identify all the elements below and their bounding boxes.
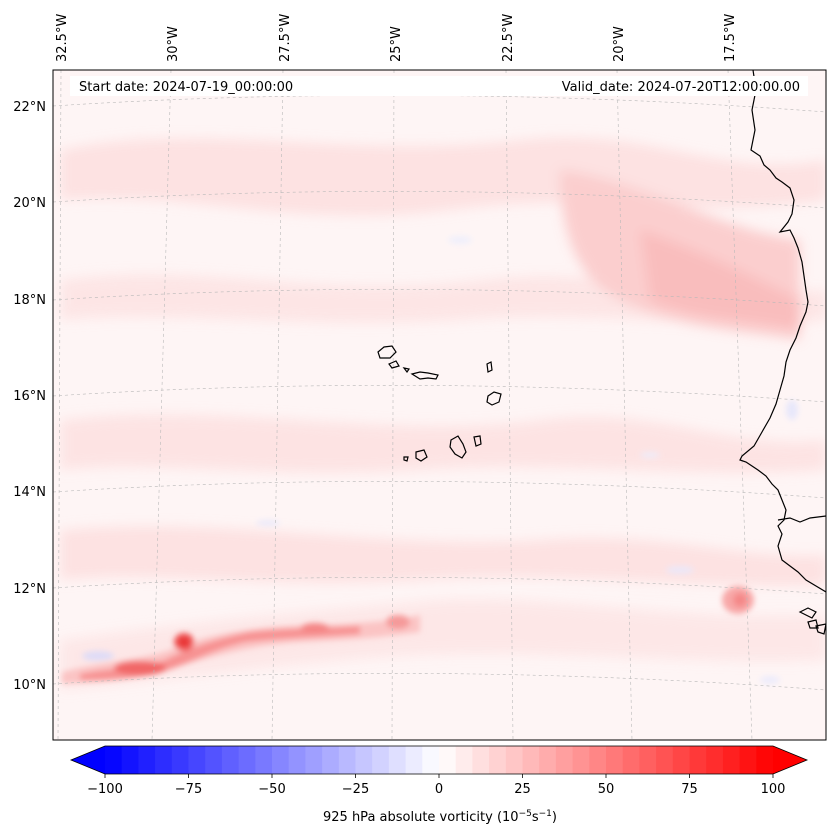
colorbar-segment (639, 746, 657, 774)
colorbar-segment (522, 746, 540, 774)
colorbar-tick-label: −100 (87, 782, 123, 797)
colorbar-segment (539, 746, 557, 774)
colorbar-tick-label: −50 (258, 782, 285, 797)
header-box (70, 76, 808, 96)
latitude-labels: 22°N 20°N 18°N 16°N 14°N 12°N 10°N (13, 100, 46, 693)
african-coastline (739, 70, 826, 593)
lon-label: 30°W (166, 26, 181, 62)
island-sal (486, 361, 493, 373)
colorbar-ticks: −100 −75 −50 −25 0 25 50 75 100 (87, 774, 785, 797)
colorbar-segment (121, 746, 139, 774)
colorbar-segment (105, 746, 123, 774)
colorbar-segment (622, 746, 640, 774)
vorticity-field (60, 137, 826, 690)
colorbar-extend-max (773, 746, 807, 774)
bissagos-islands (798, 607, 826, 635)
valid-date-label: Valid_date: 2024-07-20T12:00:00.00 (562, 80, 800, 95)
island-maio (473, 435, 482, 447)
longitude-labels: 32.5°W 30°W 27.5°W 25°W 22.5°W 20°W 17.5… (55, 14, 738, 62)
colorbar-tick-label: 0 (435, 782, 443, 797)
lat-label: 10°N (13, 678, 46, 693)
colorbar-segment (138, 746, 156, 774)
lat-label: 14°N (13, 485, 46, 500)
colorbar-segment (388, 746, 407, 774)
island-fogo (415, 449, 428, 462)
lon-label: 25°W (389, 26, 404, 62)
island-boa-vista (486, 391, 502, 406)
colorbar-segment (205, 746, 223, 774)
island-santa-luzia (402, 367, 410, 374)
colorbar-segment (656, 746, 674, 774)
lon-label: 27.5°W (278, 14, 293, 62)
cape-verde-islands (377, 345, 502, 462)
colorbar: −100 −75 −50 −25 0 25 50 75 100 925 hPa absolute… (69, 745, 809, 825)
colorbar-segment (555, 746, 574, 774)
colorbar-segment (188, 746, 206, 774)
lon-label: 32.5°W (55, 14, 70, 62)
gambia-outline (777, 515, 826, 523)
lat-label: 12°N (13, 582, 46, 597)
colorbar-segment (606, 746, 624, 774)
colorbar-segment (338, 746, 357, 774)
colorbar-segment (155, 746, 173, 774)
colorbar-tick-label: −25 (342, 782, 369, 797)
colorbar-segment (405, 746, 423, 774)
colorbar-segment (255, 746, 273, 774)
colorbar-segment (589, 746, 607, 774)
lat-label: 22°N (13, 100, 46, 115)
colorbar-segment (572, 746, 590, 774)
colorbar-extend-min (71, 746, 105, 774)
map-frame (52, 69, 827, 741)
colorbar-tick-label: 100 (761, 782, 786, 797)
lat-label: 20°N (13, 196, 46, 211)
coastlines (739, 70, 826, 635)
colorbar-tick-label: 75 (681, 782, 698, 797)
colorbar-segment (706, 746, 724, 774)
island-sao-nicolau (410, 371, 439, 380)
island-santo-antao (377, 345, 397, 359)
colorbar-segment (455, 746, 473, 774)
colorbar-segment (238, 746, 256, 774)
start-date-label: Start date: 2024-07-19_00:00:00 (79, 80, 293, 95)
colorbar-segment (505, 746, 524, 774)
colorbar-segment (322, 746, 340, 774)
colorbar-segment (355, 746, 373, 774)
lat-label: 18°N (13, 293, 46, 308)
colorbar-segment (221, 746, 240, 774)
colorbar-segment (756, 746, 774, 774)
colorbar-tick-label: −75 (175, 782, 202, 797)
colorbar-label: 925 hPa absolute vorticity (10−5s−1) (323, 809, 557, 825)
colorbar-tick-label: 25 (514, 782, 531, 797)
lon-label: 22.5°W (501, 14, 516, 62)
colorbar-segment (722, 746, 741, 774)
colorbar-segments (105, 746, 774, 774)
island-santiago (449, 435, 467, 459)
colorbar-segment (439, 746, 457, 774)
colorbar-segment (472, 746, 490, 774)
colorbar-segment (305, 746, 323, 774)
island-sao-vicente (388, 360, 400, 369)
colorbar-segment (288, 746, 306, 774)
lat-label: 16°N (13, 389, 46, 404)
colorbar-segment (372, 746, 390, 774)
colorbar-segment (171, 746, 190, 774)
colorbar-segment (672, 746, 691, 774)
lon-label: 20°W (612, 26, 627, 62)
colorbar-segment (489, 746, 507, 774)
lon-label: 17.5°W (723, 14, 738, 62)
colorbar-segment (422, 746, 440, 774)
colorbar-tick-label: 50 (598, 782, 615, 797)
colorbar-segment (689, 746, 707, 774)
map-panel: Start date: 2024-07-19_00:00:00 Valid_da… (53, 70, 826, 740)
colorbar-segment (739, 746, 757, 774)
island-brava (403, 456, 409, 462)
colorbar-segment (272, 746, 290, 774)
